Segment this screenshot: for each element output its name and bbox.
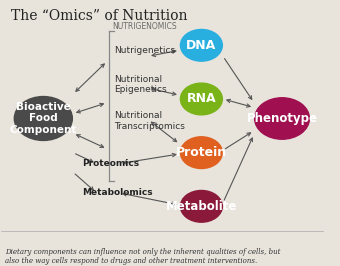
Circle shape <box>181 83 222 115</box>
Text: DNA: DNA <box>186 39 217 52</box>
Text: RNA: RNA <box>187 93 216 106</box>
Text: Nutritional
Epigenetics: Nutritional Epigenetics <box>114 75 167 94</box>
Text: Metabolomics: Metabolomics <box>82 188 153 197</box>
Text: Phenotype: Phenotype <box>246 112 318 125</box>
Circle shape <box>181 137 222 169</box>
Text: NUTRIGENOMICS: NUTRIGENOMICS <box>113 22 177 31</box>
Text: Nutrigenetics: Nutrigenetics <box>114 46 175 55</box>
Text: Metabolite: Metabolite <box>166 200 237 213</box>
Circle shape <box>181 190 222 222</box>
Circle shape <box>14 97 72 140</box>
Text: Bioactive
Food
Component: Bioactive Food Component <box>10 102 77 135</box>
Text: The “Omics” of Nutrition: The “Omics” of Nutrition <box>11 9 188 23</box>
Text: Dietary components can influence not only the inherent qualities of cells, but
a: Dietary components can influence not onl… <box>5 248 280 265</box>
Circle shape <box>255 98 309 139</box>
Text: Protein: Protein <box>176 146 227 159</box>
Circle shape <box>181 30 222 61</box>
Text: Proteomics: Proteomics <box>82 159 139 168</box>
Text: Nutritional
Transcriptomics: Nutritional Transcriptomics <box>114 111 185 131</box>
